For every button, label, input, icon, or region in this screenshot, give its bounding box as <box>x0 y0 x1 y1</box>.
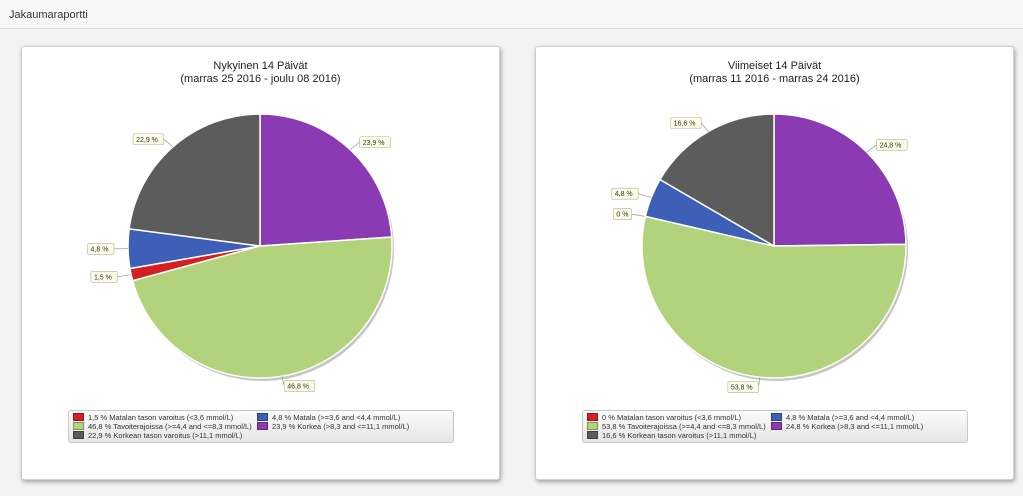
data-label: 22,9 % <box>136 137 158 144</box>
data-label: 4,8 % <box>91 246 109 253</box>
legend-item-target: 53,8 % Tavoiterajoissa (>=4,4 and <=8,3 … <box>587 422 766 431</box>
data-label-connector <box>281 376 285 387</box>
chart-legend: 1,5 % Matalan tason varoitus (<3,6 mmol/… <box>68 410 454 443</box>
legend-item-high: 23,9 % Korkea (>8,3 and <=11,1 mmol/L) <box>257 422 409 431</box>
data-label-connector <box>349 142 360 150</box>
legend-text: 4,8 % Matala (>=3,6 and <4,4 mmol/L) <box>272 413 401 422</box>
pie-chart-current: 23,9 % 46,8 % 1,5 % 4,8 % 22,9 % <box>87 113 394 392</box>
data-label-connector <box>701 122 709 132</box>
page-title: Jakaumaraportti <box>9 9 88 21</box>
data-label-box <box>359 136 391 149</box>
legend-item-target: 46,8 % Tavoiterajoissa (>=4,4 and <=8,3 … <box>73 422 252 431</box>
legend-swatch <box>73 431 84 440</box>
legend-swatch <box>257 413 268 422</box>
pie-chart-previous: 24,8 % 53,8 % 0 % 4,8 % 16,6 % <box>611 113 908 393</box>
legend-swatch <box>587 422 598 431</box>
data-label-box <box>90 270 118 283</box>
legend-item-very-high: 22,9 % Korkean tason varoitus (>11,1 mmo… <box>73 431 242 440</box>
chart-title: Nykyinen 14 Päivät <box>213 60 308 72</box>
legend-swatch <box>587 431 598 440</box>
legend-swatch <box>587 413 598 422</box>
data-label: 1,5 % <box>94 274 112 281</box>
chart-subtitle: (marras 11 2016 - marras 24 2016) <box>689 73 860 85</box>
legend-text: 23,9 % Korkea (>8,3 and <=11,1 mmol/L) <box>272 422 410 431</box>
data-label-box <box>611 187 639 200</box>
chart-card-previous: Viimeiset 14 Päivät (marras 11 2016 - ma… <box>535 46 1014 480</box>
chart-card-current: Nykyinen 14 Päivät (marras 25 2016 - jou… <box>21 46 500 480</box>
data-label-box <box>283 380 316 392</box>
legend-text: 16,6 % Korkean tason varoitus (>11,1 mmo… <box>602 431 757 440</box>
data-label-connector <box>638 193 652 198</box>
pie-slice-very-high[interactable] <box>658 113 775 248</box>
data-label: 16,6 % <box>674 120 696 127</box>
legend-swatch <box>257 422 268 431</box>
chart-title: Viimeiset 14 Päivät <box>727 60 822 72</box>
legend-text: 46,8 % Tavoiterajoissa (>=4,4 and <=8,3 … <box>88 422 252 431</box>
legend-text: 22,9 % Korkean tason varoitus (>11,1 mmo… <box>88 431 243 440</box>
data-label-box <box>727 381 759 393</box>
legend-swatch <box>73 413 84 422</box>
data-label-box <box>87 243 115 255</box>
legend-text: 24,8 % Korkea (>8,3 and <=11,1 mmol/L) <box>786 422 924 431</box>
data-label-connector <box>117 274 132 278</box>
legend-text: 53,8 % Tavoiterajoissa (>=4,4 and <=8,3 … <box>602 422 766 431</box>
data-label: 24,8 % <box>880 142 902 149</box>
legend-item-low: 4,8 % Matala (>=3,6 and <4,4 mmol/L) <box>257 413 400 422</box>
legend-item-very-low: 0 % Matalan tason varoitus (<3,6 mmol/L) <box>587 413 741 422</box>
legend-swatch <box>771 422 782 431</box>
data-label: 4,8 % <box>615 191 633 198</box>
pie-slice-target[interactable] <box>641 215 907 379</box>
legend-item-high: 24,8 % Korkea (>8,3 and <=11,1 mmol/L) <box>771 422 923 431</box>
data-label: 46,8 % <box>287 384 309 391</box>
data-label-box <box>613 208 633 220</box>
data-label-connector <box>866 144 877 153</box>
legend-text: 4,8 % Matala (>=3,6 and <4,4 mmol/L) <box>786 413 915 422</box>
pie-slice-high[interactable] <box>259 113 393 247</box>
legend-item-very-high: 16,6 % Korkean tason varoitus (>11,1 mmo… <box>587 431 756 440</box>
data-label: 0 % <box>616 212 628 219</box>
data-label: 23,9 % <box>363 140 385 147</box>
legend-text: 1,5 % Matalan tason varoitus (<3,6 mmol/… <box>88 413 234 422</box>
pie-slice-target[interactable] <box>131 236 393 379</box>
page-header: Jakaumaraportti <box>0 0 1023 29</box>
data-label-connector <box>631 213 646 217</box>
chart-subtitle: (marras 25 2016 - joulu 08 2016) <box>180 73 341 85</box>
data-label-box <box>876 139 908 151</box>
data-label: 53,8 % <box>731 385 753 392</box>
legend-swatch <box>73 422 84 431</box>
data-label-connector <box>163 139 174 148</box>
pie-slice-high[interactable] <box>773 113 907 247</box>
data-label-box <box>670 117 702 129</box>
legend-item-very-low: 1,5 % Matalan tason varoitus (<3,6 mmol/… <box>73 413 233 422</box>
legend-item-low: 4,8 % Matala (>=3,6 and <4,4 mmol/L) <box>771 413 914 422</box>
legend-swatch <box>771 413 782 422</box>
data-label-box <box>132 133 165 146</box>
chart-legend: 0 % Matalan tason varoitus (<3,6 mmol/L)… <box>582 410 968 443</box>
legend-text: 0 % Matalan tason varoitus (<3,6 mmol/L) <box>602 413 742 422</box>
